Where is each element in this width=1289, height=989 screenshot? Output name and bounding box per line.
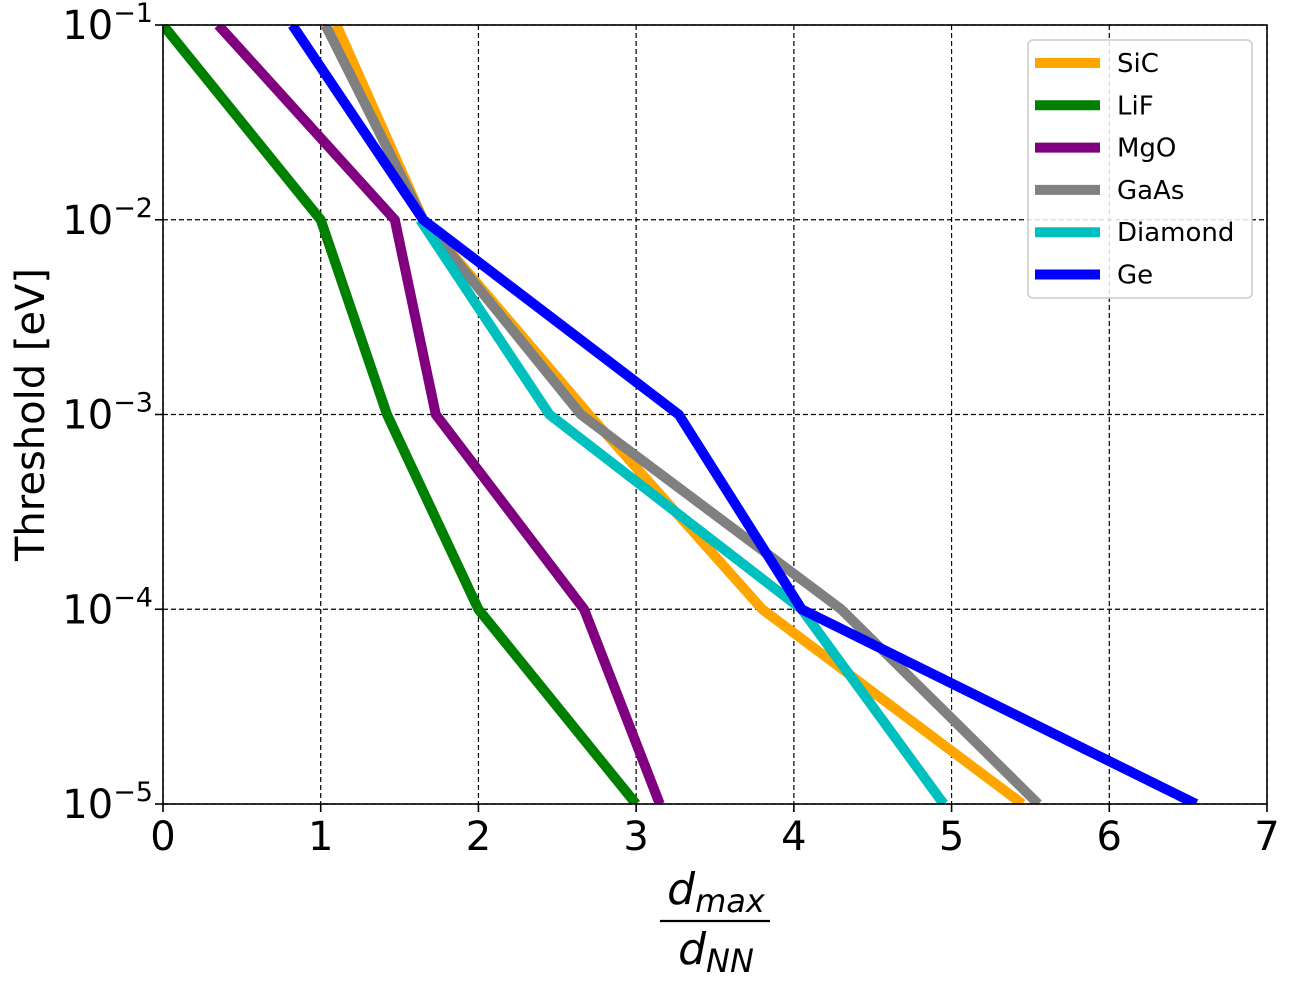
legend-label: Diamond [1117,218,1234,248]
legend-label: MgO [1117,134,1176,164]
series-line-ge [288,25,1199,804]
x-tick-label: 7 [1254,814,1279,860]
x-tick-label: 4 [781,814,806,860]
x-title-denominator: dNN [678,924,754,980]
legend-label: GaAs [1117,176,1184,206]
legend: SiC LiF MgO GaAs Diamond Ge [1027,39,1253,299]
y-title: Threshold [eV] [8,268,54,562]
y-tick-label: 10−4 [62,582,153,633]
x-tick-label: 0 [150,814,175,860]
legend-label: Ge [1117,261,1153,291]
y-tick-label: 10−3 [62,388,153,439]
legend-label: SiC [1117,49,1159,79]
x-tick-label: 1 [308,814,333,860]
series-line-diamond [415,217,948,804]
y-tick-label: 10−5 [62,777,153,828]
series-line-mgo [214,25,665,804]
y-tick-label: 10−2 [62,193,153,244]
y-axis-title: Threshold [eV] [8,268,54,562]
legend-label: LiF [1117,91,1154,121]
x-tick-label: 6 [1097,814,1122,860]
series-lines [163,25,1199,804]
series-line-gaas [320,25,1042,804]
x-title-numerator: dmax [667,864,766,920]
x-tick-label: 2 [466,814,491,860]
x-tick-label: 3 [623,814,648,860]
y-tick-label: 10−1 [62,0,153,49]
x-tick-label: 5 [939,814,964,860]
axis-ticks: 0 1 2 3 4 5 6 7 10−1 10−2 10−3 10−4 10−5 [62,0,1279,860]
series-line-lif [163,25,640,804]
